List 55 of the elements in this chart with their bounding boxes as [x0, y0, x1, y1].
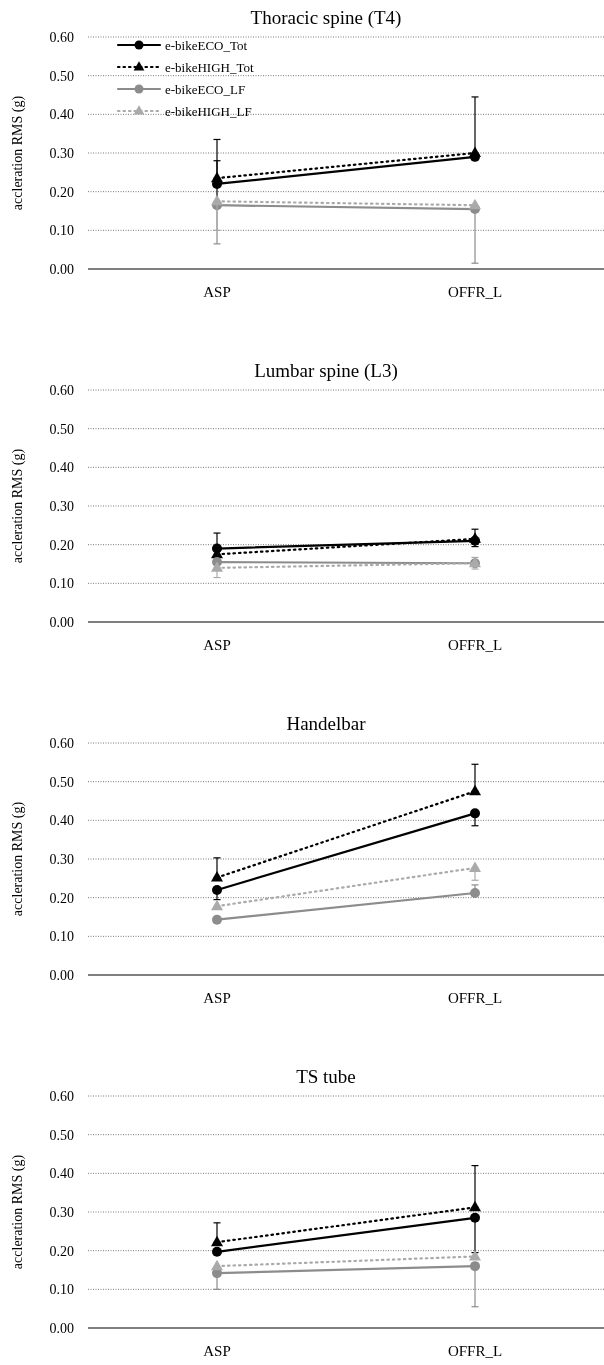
- chart-title: Lumbar spine (L3): [254, 360, 398, 382]
- y-tick-label: 0.40: [49, 813, 74, 829]
- chart-title: Handelbar: [286, 713, 367, 734]
- point: [470, 1212, 480, 1223]
- point: [212, 914, 222, 925]
- y-tick-label: 0.60: [49, 29, 74, 45]
- y-tick-label: 0.10: [49, 1282, 74, 1298]
- x-tick-label: OFFR_L: [447, 284, 503, 300]
- x-tick-label: ASP: [203, 990, 231, 1006]
- legend-label: e-bikeECO_Tot: [165, 37, 248, 53]
- x-tick-label: ASP: [203, 637, 231, 653]
- y-tick-label: 0.10: [49, 576, 74, 592]
- legend-label: e-bikeECO_LF: [165, 81, 246, 97]
- y-axis-title: accleration RMS (g): [10, 801, 26, 917]
- y-tick-label: 0.60: [49, 1088, 74, 1104]
- y-tick-label: 0.60: [49, 735, 74, 751]
- y-axis-title: accleration RMS (g): [10, 448, 26, 564]
- y-axis-title: accleration RMS (g): [10, 95, 26, 211]
- y-tick-label: 0.40: [49, 1166, 74, 1182]
- y-tick-label: 0.30: [49, 1204, 74, 1220]
- y-tick-label: 0.40: [49, 107, 74, 123]
- chart-title: Thoracic spine (T4): [250, 7, 402, 29]
- y-tick-label: 0.50: [49, 774, 74, 790]
- y-tick-label: 0.20: [49, 184, 74, 200]
- point: [470, 1261, 480, 1272]
- y-tick-label: 0.50: [49, 421, 74, 437]
- y-tick-label: 0.10: [49, 223, 74, 239]
- point: [470, 808, 480, 819]
- chart-title: TS tube: [296, 1066, 356, 1087]
- y-tick-label: 0.30: [49, 145, 74, 161]
- point: [470, 888, 480, 899]
- y-tick-label: 0.40: [49, 460, 74, 476]
- y-tick-label: 0.10: [49, 929, 74, 945]
- y-tick-label: 0.00: [49, 261, 74, 277]
- legend-label: e-bikeHIGH_LF: [165, 103, 252, 119]
- y-tick-label: 0.50: [49, 1127, 74, 1143]
- y-tick-label: 0.00: [49, 1320, 74, 1336]
- y-tick-label: 0.30: [49, 851, 74, 867]
- y-tick-label: 0.60: [49, 382, 74, 398]
- y-axis-title: accleration RMS (g): [10, 1154, 26, 1270]
- x-tick-label: ASP: [203, 284, 231, 300]
- x-tick-label: OFFR_L: [447, 990, 503, 1006]
- point: [212, 1246, 222, 1257]
- y-tick-label: 0.50: [49, 68, 74, 84]
- x-tick-label: OFFR_L: [447, 1343, 503, 1359]
- x-tick-label: ASP: [203, 1343, 231, 1359]
- y-tick-label: 0.20: [49, 890, 74, 906]
- y-tick-label: 0.20: [49, 537, 74, 553]
- legend-label: e-bikeHIGH_Tot: [165, 59, 255, 75]
- y-tick-label: 0.20: [49, 1243, 74, 1259]
- x-tick-label: OFFR_L: [447, 637, 503, 653]
- point: [212, 884, 222, 895]
- y-tick-label: 0.00: [49, 614, 74, 630]
- y-tick-label: 0.00: [49, 967, 74, 983]
- y-tick-label: 0.30: [49, 498, 74, 514]
